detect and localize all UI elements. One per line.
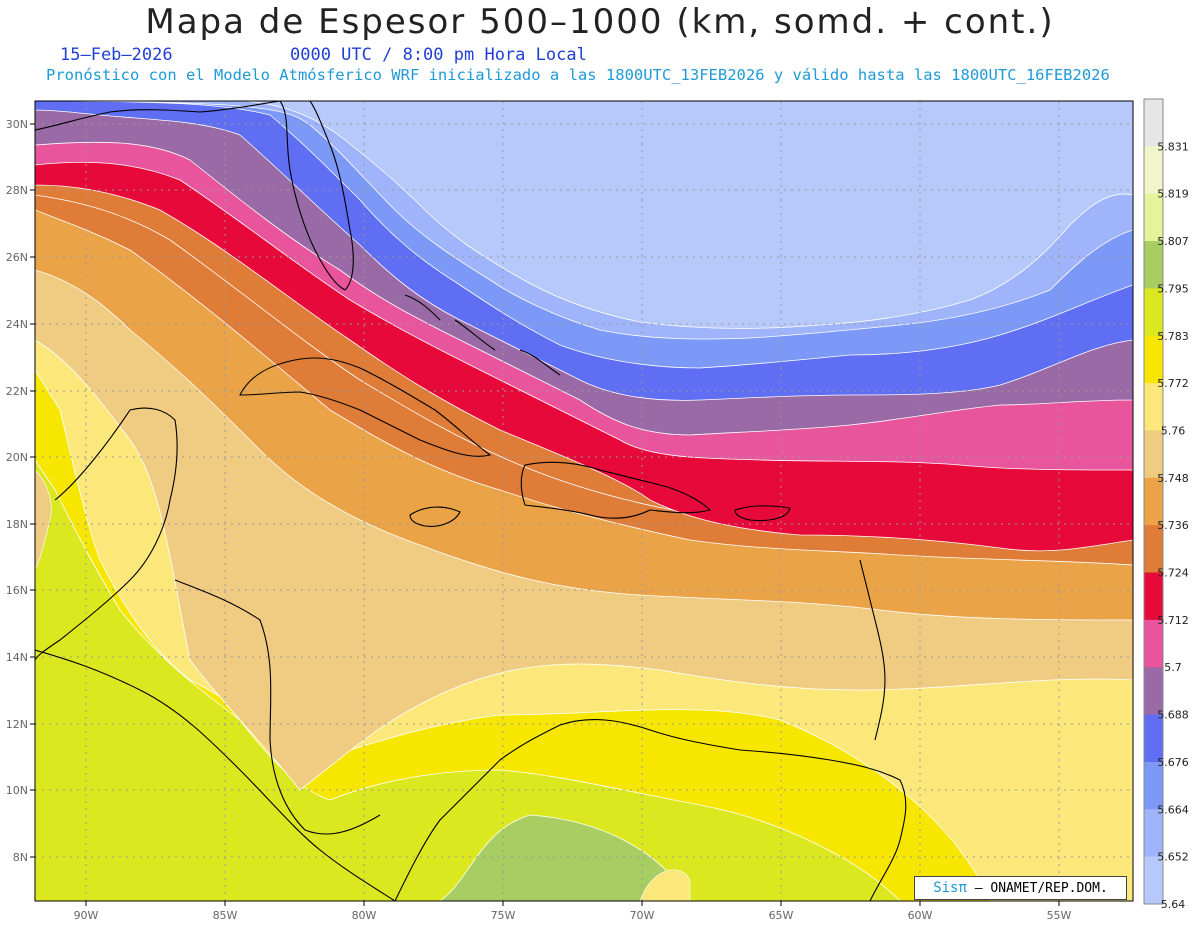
lat-label: 12N (6, 718, 28, 731)
map-frame (34, 100, 1134, 902)
credit-box: Sisπ – ONAMET/REP.DOM. (914, 876, 1127, 900)
lon-label: 75W (491, 909, 516, 922)
forecast-time: 0000 UTC / 8:00 pm Hora Local (290, 45, 587, 65)
legend-value: 5.831 (1157, 140, 1189, 153)
forecast-description: Pronóstico con el Modelo Atmósferico WRF… (46, 66, 1110, 84)
sispi-logo: Sisπ (933, 880, 967, 896)
map-title: Mapa de Espesor 500–1000 (km, somd. + co… (145, 2, 1055, 42)
band-5-76-patch (639, 869, 691, 901)
legend-value: 5.76 (1161, 424, 1186, 437)
legend-swatch (1144, 288, 1163, 337)
legend-value: 5.7 (1164, 661, 1182, 674)
coastlines (35, 101, 907, 901)
lon-label: 85W (213, 909, 238, 922)
lat-label: 24N (6, 318, 28, 331)
lat-label: 18N (6, 518, 28, 531)
legend-swatch (1144, 572, 1163, 621)
legend-swatch (1144, 761, 1163, 810)
lon-label: 90W (74, 909, 99, 922)
legend-value: 5.676 (1157, 756, 1189, 769)
lon-label: 70W (630, 909, 655, 922)
band-5-748-highlight (35, 469, 52, 571)
legend-value: 5.712 (1157, 614, 1189, 627)
coast-lesser-antilles (859, 559, 886, 741)
coast-caribbean-side (174, 579, 381, 835)
legend-swatch (1144, 146, 1163, 195)
latitude-labels: 30N 28N 26N 24N 22N 20N 18N 16N 14N 12N … (6, 118, 28, 864)
coast-yucatan (35, 407, 178, 661)
legend-value: 5.748 (1157, 472, 1189, 485)
forecast-date: 15–Feb–2026 (60, 45, 173, 65)
lat-label: 20N (6, 451, 28, 464)
legend-swatch (1144, 667, 1163, 716)
colorbar-legend: 5.831 5.819 5.807 5.795 5.783 5.772 5.76 5.748 5… (1143, 98, 1189, 911)
legend-swatch (1144, 856, 1163, 905)
longitude-labels: 90W 85W 80W 75W 70W 65W 60W 55W (74, 909, 1072, 922)
coast-hispaniola (520, 461, 712, 519)
lat-label: 10N (6, 784, 28, 797)
legend-swatch (1144, 525, 1163, 574)
lon-label: 55W (1047, 909, 1072, 922)
coast-bahamas (404, 294, 561, 376)
lat-label: 28N (6, 184, 28, 197)
coast-puerto-rico (734, 505, 791, 522)
legend-swatch (1144, 193, 1163, 242)
lat-label: 26N (6, 251, 28, 264)
legend-value: 5.652 (1157, 851, 1189, 864)
legend-value: 5.819 (1157, 188, 1189, 201)
legend-value: 5.772 (1157, 377, 1189, 390)
legend-value: 5.724 (1157, 567, 1189, 580)
coast-florida (279, 101, 354, 291)
legend-swatch (1144, 335, 1163, 384)
legend-swatch (1144, 430, 1163, 479)
lat-label: 8N (13, 851, 28, 864)
lon-label: 80W (352, 909, 377, 922)
legend-swatch (1144, 241, 1163, 289)
legend-swatch (1144, 383, 1163, 431)
legend-value: 5.688 (1157, 709, 1189, 722)
lon-label: 65W (769, 909, 794, 922)
legend-swatch (1144, 619, 1163, 668)
legend-swatch (1144, 714, 1163, 763)
legend-value: 5.807 (1157, 235, 1189, 248)
coast-south-america (394, 719, 907, 901)
lon-label: 60W (908, 909, 933, 922)
lat-label: 14N (6, 651, 28, 664)
legend-swatch (1144, 809, 1163, 858)
coast-cuba (239, 357, 492, 457)
thickness-field (35, 101, 1133, 901)
lat-label: 16N (6, 584, 28, 597)
legend-swatch (1144, 477, 1163, 526)
lat-label: 30N (6, 118, 28, 131)
lat-label: 22N (6, 385, 28, 398)
legend-value: 5.783 (1157, 330, 1189, 343)
credit-text: – ONAMET/REP.DOM. (974, 881, 1108, 896)
legend-value: 5.664 (1157, 803, 1189, 816)
legend-value: 5.795 (1157, 282, 1189, 295)
coast-gulf (35, 101, 281, 131)
graticule (35, 101, 1133, 901)
legend-value: 5.736 (1157, 519, 1189, 532)
legend-swatch (1144, 99, 1163, 147)
legend-frame (1143, 98, 1164, 905)
coast-jamaica (409, 506, 461, 527)
coast-central-america (35, 649, 396, 901)
axis-ticks (30, 123, 1060, 906)
legend-value: 5.64 (1161, 898, 1186, 911)
